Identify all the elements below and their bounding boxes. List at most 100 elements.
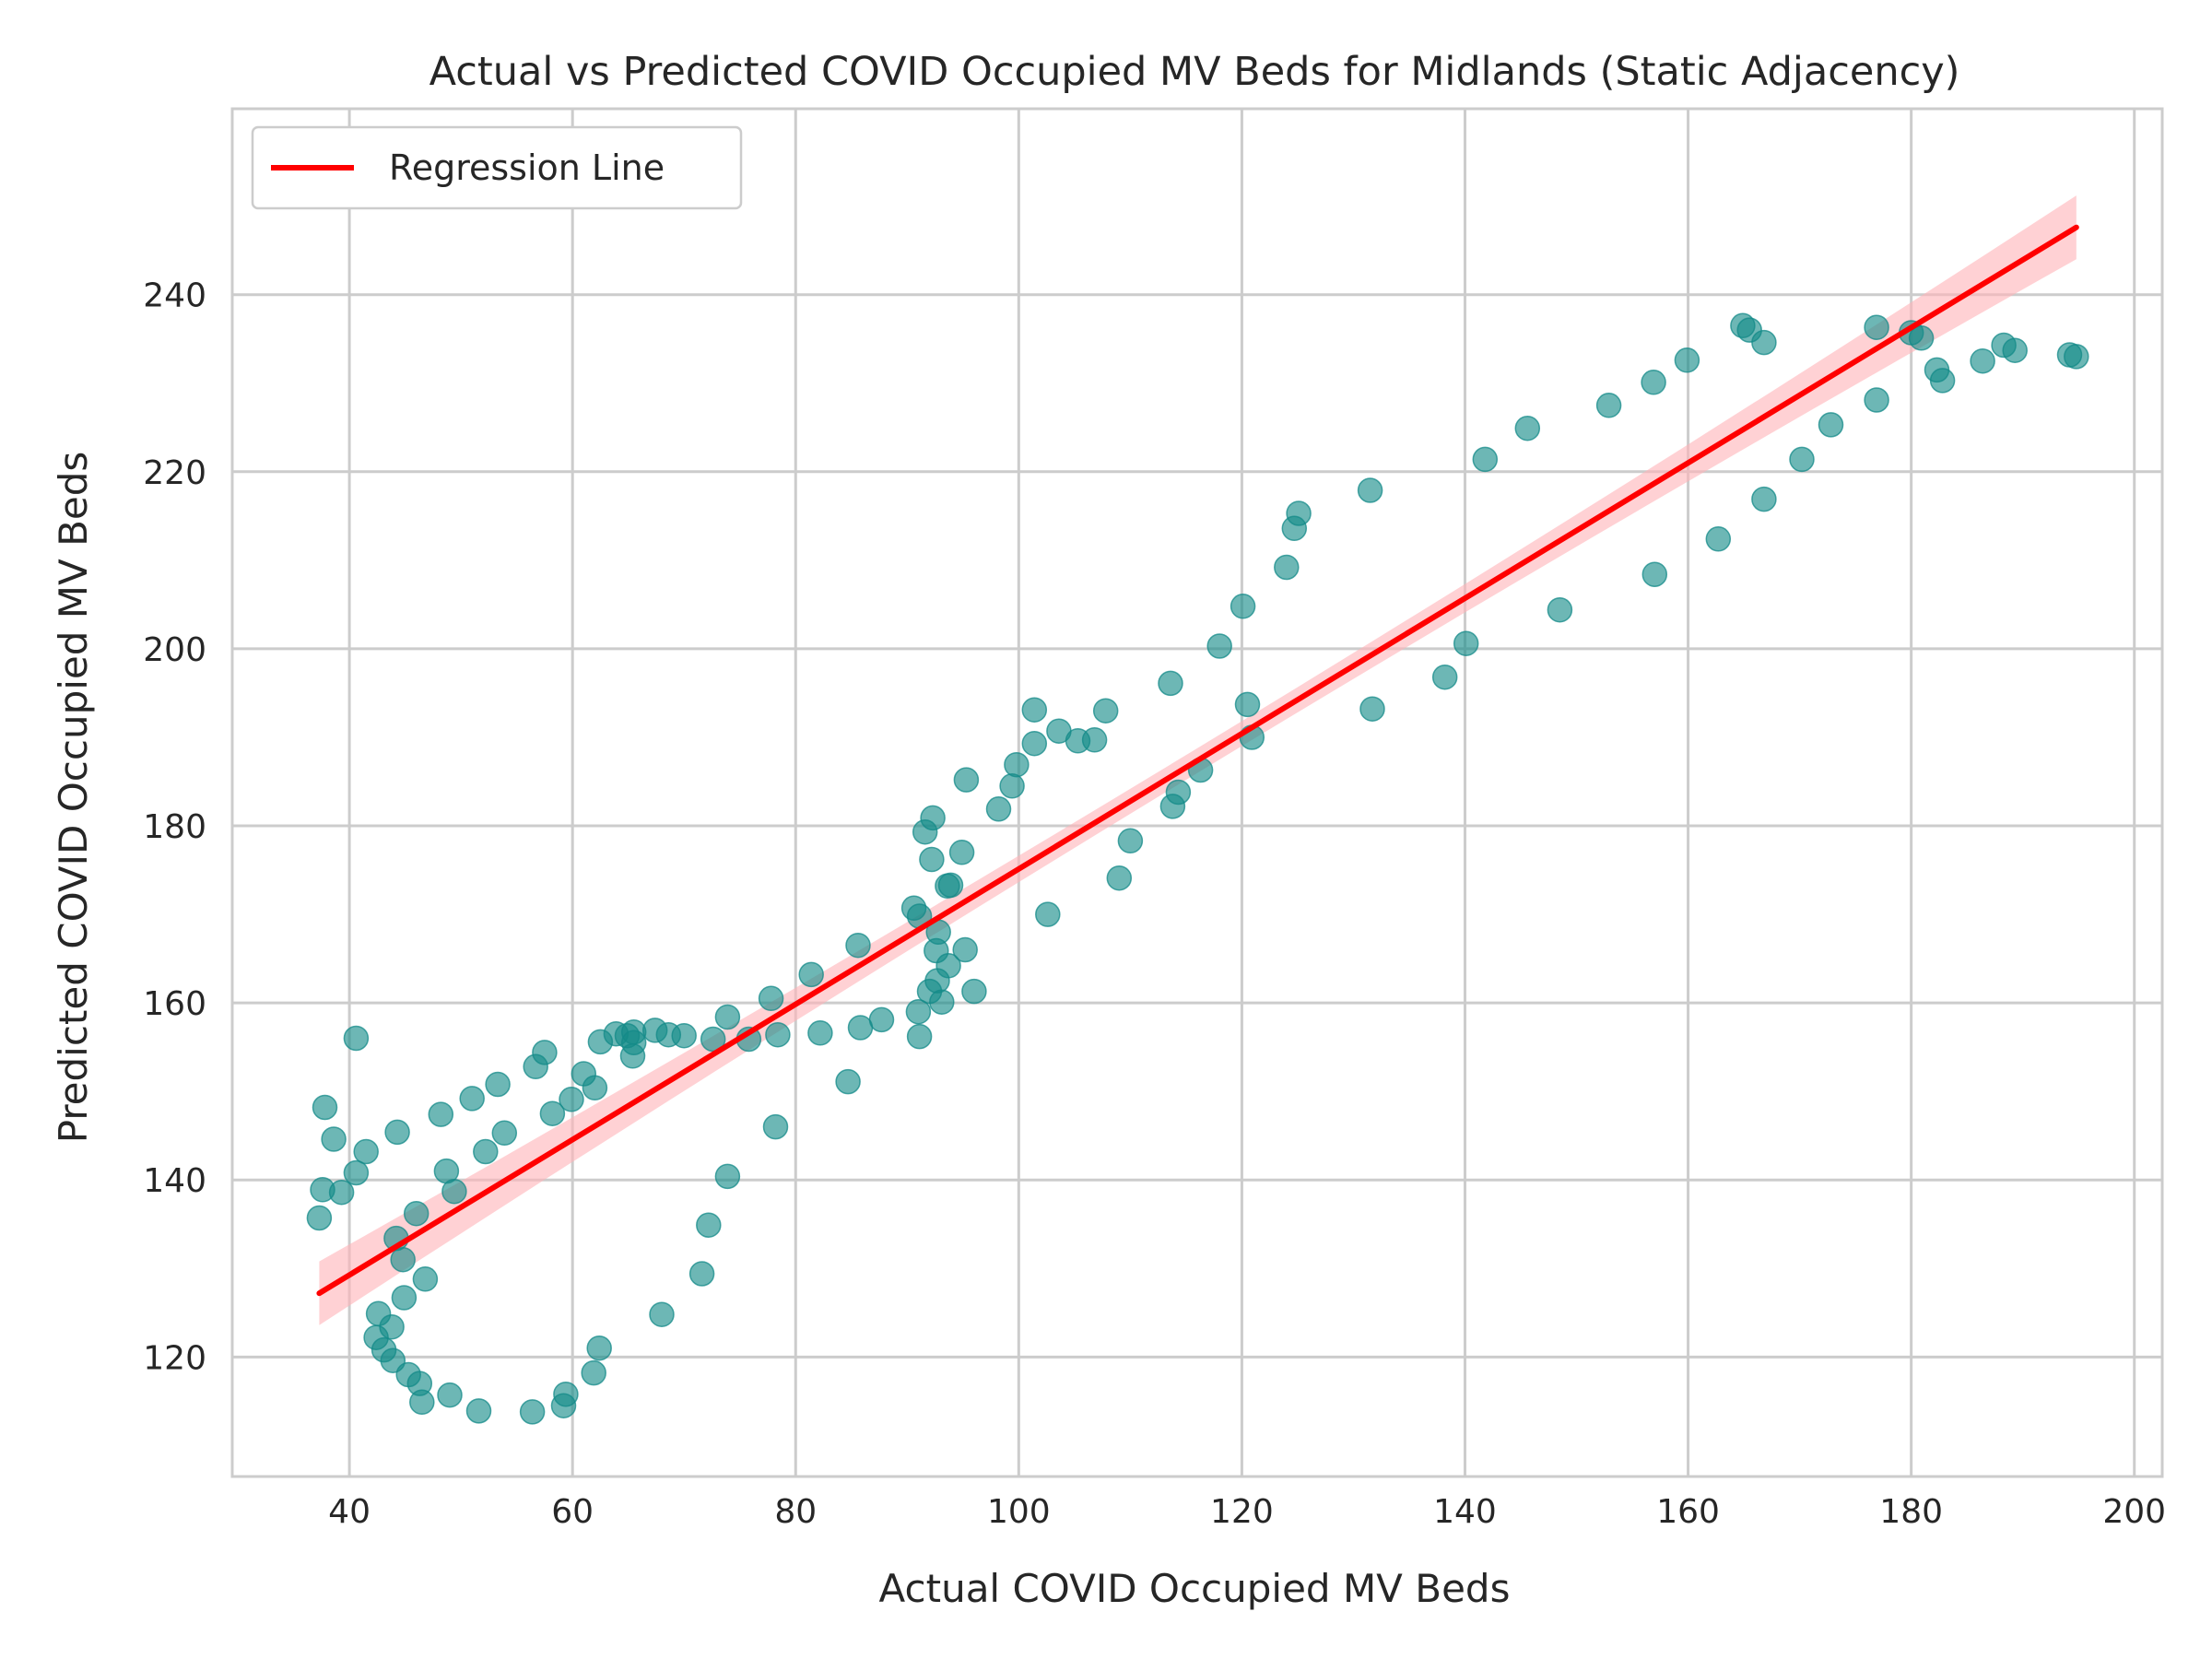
y-axis-label: Predicted COVID Occupied MV Beds	[51, 452, 96, 1144]
data-point	[920, 805, 946, 831]
data-point	[948, 840, 975, 865]
data-point	[1106, 865, 1133, 891]
x-tick-label: 180	[1879, 1493, 1943, 1531]
x-tick-label: 40	[328, 1493, 371, 1531]
data-point	[379, 1313, 405, 1340]
data-point	[491, 1120, 518, 1147]
data-point	[952, 936, 978, 963]
x-tick-label: 80	[774, 1493, 817, 1531]
data-point	[403, 1200, 429, 1227]
data-point	[758, 985, 784, 1012]
data-point	[935, 953, 961, 979]
plot-frame	[230, 107, 2164, 1478]
data-point	[714, 1163, 741, 1190]
data-point	[1234, 691, 1261, 718]
data-point	[1230, 594, 1256, 619]
data-point	[1021, 697, 1048, 723]
data-point	[985, 796, 1012, 822]
data-point	[353, 1138, 379, 1165]
x-axis-label: Actual COVID Occupied MV Beds	[879, 1566, 1511, 1611]
data-point	[1705, 526, 1732, 552]
y-tick-label: 160	[143, 985, 206, 1023]
data-point	[919, 846, 945, 873]
data-points	[306, 312, 2089, 1425]
data-point	[409, 1389, 435, 1416]
data-point	[807, 1020, 833, 1046]
data-point	[798, 961, 824, 988]
data-point	[428, 1101, 454, 1127]
y-tick-label: 120	[143, 1339, 206, 1377]
y-tick-label: 180	[143, 808, 206, 846]
data-point	[312, 1094, 338, 1121]
data-point	[519, 1399, 546, 1425]
data-point	[929, 989, 955, 1015]
x-tick-label: 60	[551, 1493, 594, 1531]
data-point	[1595, 393, 1622, 418]
data-point	[762, 1113, 789, 1140]
data-point	[1789, 446, 1815, 473]
legend: Regression Line	[251, 125, 743, 210]
data-point	[391, 1285, 418, 1311]
legend-label-regression: Regression Line	[389, 147, 665, 188]
data-point	[1286, 500, 1312, 526]
data-point	[1864, 314, 1889, 340]
data-point	[1021, 730, 1048, 757]
data-point	[1158, 670, 1183, 697]
data-point	[714, 1004, 741, 1030]
data-point	[1929, 368, 1956, 394]
grid-lines	[232, 109, 2162, 1477]
data-point	[473, 1138, 499, 1165]
data-point	[1357, 477, 1383, 503]
data-point	[2002, 337, 2028, 363]
data-point	[1641, 561, 1668, 587]
data-point	[343, 1159, 370, 1186]
data-point	[306, 1205, 333, 1231]
x-tick-label: 200	[2102, 1493, 2166, 1531]
y-tick-label: 220	[143, 454, 206, 492]
y-tick-label: 200	[143, 631, 206, 669]
data-point	[1081, 727, 1108, 753]
data-point	[688, 1261, 715, 1287]
data-point	[1908, 325, 1935, 351]
data-point	[1274, 554, 1300, 581]
data-point	[671, 1022, 697, 1049]
data-point	[321, 1126, 347, 1152]
tick-labels: 40 60 80 100 120 140 160 180 200 120 140 160 180 200 2…	[143, 277, 2166, 1531]
data-point	[1751, 486, 1777, 512]
data-point	[532, 1040, 558, 1065]
x-tick-label: 160	[1656, 1493, 1720, 1531]
data-point	[847, 1015, 874, 1041]
data-point	[1547, 596, 1573, 623]
data-point	[1092, 698, 1119, 724]
data-point	[1359, 696, 1385, 722]
y-tick-label: 240	[143, 277, 206, 315]
data-point	[437, 1382, 463, 1408]
data-point	[582, 1075, 608, 1101]
data-point	[845, 932, 871, 959]
chart-title: Actual vs Predicted COVID Occupied MV Be…	[429, 49, 1960, 95]
data-point	[539, 1100, 566, 1126]
data-point	[1472, 446, 1499, 473]
data-point	[835, 1068, 861, 1095]
data-point	[905, 998, 932, 1025]
data-point	[999, 773, 1025, 799]
data-point	[1818, 412, 1844, 438]
data-point	[586, 1335, 612, 1361]
data-point	[1514, 415, 1541, 441]
data-point	[328, 1179, 355, 1206]
data-point	[343, 1025, 370, 1052]
data-point	[559, 1087, 584, 1112]
data-point	[2064, 344, 2089, 370]
data-point	[649, 1301, 675, 1327]
data-point	[696, 1212, 722, 1238]
data-point	[906, 1023, 933, 1050]
data-point	[1004, 751, 1030, 778]
data-point	[1206, 633, 1232, 659]
data-point	[1431, 664, 1458, 690]
data-point	[459, 1086, 485, 1112]
regression-line-group	[316, 224, 2079, 1297]
data-point	[553, 1381, 579, 1407]
y-tick-label: 140	[143, 1162, 206, 1200]
data-point	[868, 1006, 895, 1033]
data-point	[1970, 347, 1995, 374]
